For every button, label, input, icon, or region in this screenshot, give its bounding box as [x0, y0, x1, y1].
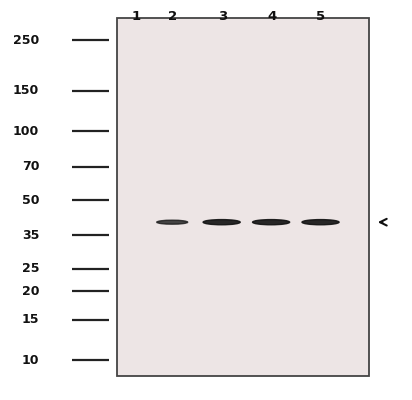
Text: 5: 5 — [316, 10, 325, 23]
Text: 2: 2 — [169, 10, 178, 23]
Text: 4: 4 — [267, 10, 276, 23]
Text: 10: 10 — [22, 354, 39, 366]
Text: 250: 250 — [13, 34, 39, 46]
Ellipse shape — [157, 220, 187, 224]
Text: 100: 100 — [13, 124, 39, 138]
Text: 3: 3 — [218, 10, 227, 23]
Text: 70: 70 — [22, 160, 39, 173]
Text: 1: 1 — [131, 10, 140, 23]
Text: 15: 15 — [22, 313, 39, 326]
Text: 35: 35 — [22, 229, 39, 242]
Ellipse shape — [203, 220, 240, 225]
Ellipse shape — [253, 220, 290, 225]
Text: 150: 150 — [13, 84, 39, 97]
Text: 50: 50 — [22, 194, 39, 206]
Text: 25: 25 — [22, 262, 39, 276]
FancyBboxPatch shape — [117, 18, 369, 376]
Ellipse shape — [302, 220, 339, 225]
Text: 20: 20 — [22, 284, 39, 298]
